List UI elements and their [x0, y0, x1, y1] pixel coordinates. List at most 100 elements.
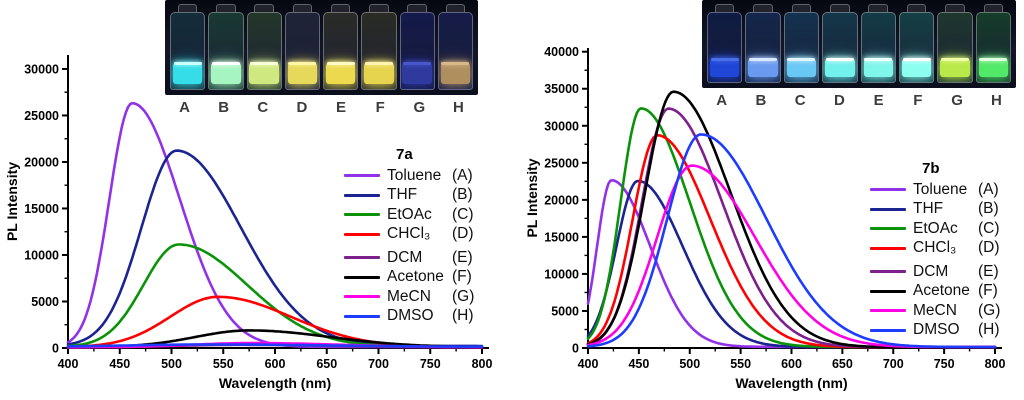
- y-tick-label: 20000: [544, 193, 579, 207]
- vial-E: [860, 4, 896, 83]
- panel-7a: 400 450 500 550 600 650 700 750 800 0 5000 10000 150…: [4, 0, 492, 391]
- vial-label-B: B: [218, 99, 230, 116]
- vial-label-G: G: [951, 92, 963, 109]
- legend-item-name: Toluene: [913, 180, 968, 198]
- vial-liquid: [364, 63, 394, 84]
- vial-body: [975, 12, 1011, 83]
- vial-glow-line: [326, 62, 355, 66]
- vial-glow-line: [211, 62, 240, 66]
- vial-B: [208, 4, 244, 90]
- legend-item-letter: (E): [452, 248, 473, 266]
- vial-E: [323, 4, 359, 90]
- x-tick-label: 700: [883, 357, 904, 371]
- x-tick-label: 450: [628, 357, 649, 371]
- vial-labels-7b: A B C D E F G H: [702, 91, 1016, 111]
- vial-neck: [945, 4, 965, 12]
- legend-swatch: [344, 213, 380, 217]
- legend-item-name: MeCN: [913, 301, 957, 319]
- legend-item-name: EtOAc: [387, 205, 432, 223]
- vial-label-H: H: [990, 92, 1002, 109]
- uv-vials-photo-7b: [702, 0, 1016, 88]
- vial-body: [898, 12, 935, 83]
- pl-spectrum-chart-7b: 400 450 500 550 600 650 700 750 800 0 5000 10000 150…: [524, 45, 1006, 391]
- legend-item-name: Toluene: [387, 166, 442, 184]
- vial-label-E: E: [873, 92, 884, 109]
- vial-liquid: [863, 58, 893, 78]
- series-curve-DMSO: [66, 343, 484, 348]
- legend-item-letter: (F): [978, 282, 998, 300]
- vial-B: [745, 4, 781, 83]
- legend-item-name: EtOAc: [913, 219, 958, 237]
- x-tick-label: 650: [832, 357, 853, 371]
- legend-item-DCM: DCM (E): [870, 262, 1018, 282]
- x-tick-label: 400: [58, 357, 79, 371]
- legend-7a: 7a Toluene (A) THF (B) EtOAc (C) CHCl₃ (D) DCM (E…: [344, 146, 492, 326]
- vial-body: [246, 12, 282, 90]
- legend-swatch: [870, 227, 906, 231]
- y-tick-label: 25000: [544, 156, 579, 170]
- x-tick-label: 400: [578, 357, 599, 371]
- x-tick-label: 550: [730, 357, 751, 371]
- x-axis-title: Wavelength (nm): [219, 375, 331, 391]
- legend-swatch: [870, 328, 906, 332]
- vial-body: [361, 12, 397, 90]
- y-axis-title: PL Intensity: [524, 158, 540, 237]
- legend-title-7b: 7b: [922, 160, 940, 177]
- vial-body: [783, 12, 820, 83]
- vial-G: [399, 4, 435, 90]
- vial-body: [208, 12, 244, 90]
- y-tick-label: 0: [572, 342, 579, 356]
- x-tick-label: 500: [679, 357, 700, 371]
- legend-item-THF: THF (B): [870, 200, 1018, 220]
- legend-swatch: [344, 174, 380, 178]
- y-axis-title: PL Intensity: [4, 162, 20, 241]
- vial-neck: [753, 4, 773, 12]
- vial-neck: [216, 4, 236, 12]
- pl-spectrum-chart-7a: 400 450 500 550 600 650 700 750 800 0 5000 10000 150…: [4, 55, 492, 391]
- vial-body: [707, 12, 743, 83]
- vial-A: [170, 4, 206, 90]
- vial-neck: [177, 4, 198, 12]
- legend-item-CHCl₃: CHCl₃ (D): [344, 225, 492, 245]
- x-tick-label: 600: [265, 357, 286, 371]
- vial-liquid: [901, 58, 932, 78]
- vial-liquid: [825, 58, 855, 78]
- vial-liquid: [748, 58, 778, 78]
- y-tick-label: 10000: [544, 267, 579, 281]
- vial-neck: [330, 4, 351, 12]
- legend-item-Toluene: Toluene (A): [344, 166, 492, 186]
- vial-body: [822, 12, 858, 83]
- vial-liquid: [940, 58, 970, 78]
- vial-glow-line: [403, 62, 432, 66]
- vial-glow-line: [940, 57, 969, 61]
- legend-item-CHCl₃: CHCl₃ (D): [870, 239, 1018, 259]
- x-tick-label: 800: [985, 357, 1006, 371]
- legend-item-letter: (H): [452, 307, 474, 325]
- vial-G: [937, 4, 973, 83]
- legend-item-name: THF: [387, 186, 418, 204]
- legend-item-DMSO: DMSO (H): [344, 307, 492, 327]
- legend-swatch: [870, 270, 906, 274]
- x-tick-label: 750: [934, 357, 955, 371]
- series-curve-DMSO: [586, 133, 997, 349]
- vial-C: [783, 4, 820, 83]
- y-tick-label: 5000: [551, 304, 579, 318]
- x-tick-label: 650: [316, 357, 337, 371]
- vial-liquid: [786, 58, 817, 78]
- vial-A: [707, 4, 743, 83]
- legend-swatch: [870, 207, 906, 211]
- legend-item-name: MeCN: [387, 287, 431, 305]
- vial-glow-line: [864, 57, 893, 61]
- legend-item-name: CHCl₃: [913, 239, 957, 257]
- vial-label-D: D: [296, 99, 308, 116]
- vial-labels-7a: A B C D E F G H: [165, 98, 478, 118]
- legend-item-name: DMSO: [387, 307, 434, 325]
- legend-item-THF: THF (B): [344, 186, 492, 206]
- vial-glow-line: [979, 57, 1008, 61]
- legend-item-letter: (F): [452, 268, 472, 286]
- vial-liquid: [402, 63, 432, 84]
- vial-liquid: [325, 63, 356, 84]
- vial-label-G: G: [413, 99, 426, 116]
- legend-swatch: [344, 193, 380, 197]
